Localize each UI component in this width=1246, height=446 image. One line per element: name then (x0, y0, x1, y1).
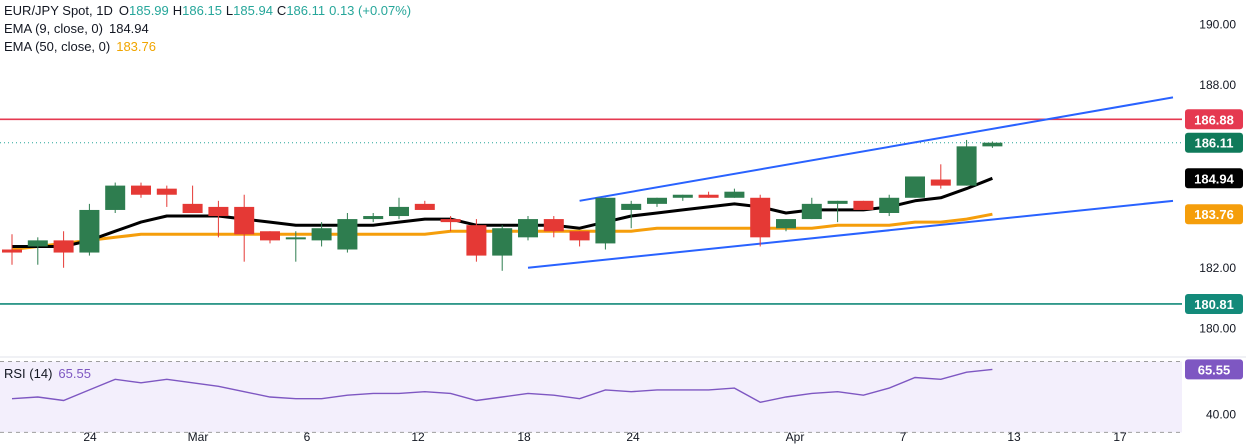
open-key: O (118, 3, 129, 18)
change-value: 0.13 (+0.07%) (329, 3, 412, 18)
price-axis-badge (1185, 293, 1243, 314)
candle-body (672, 194, 693, 198)
price-axis-badge-label: 184.94 (1194, 171, 1235, 186)
candle-body (621, 203, 642, 210)
price-axis-badge (1185, 168, 1243, 189)
candle-body (879, 197, 900, 213)
y-tick-label: 180.00 (1199, 322, 1236, 336)
x-tick-label: Apr (786, 430, 805, 444)
price-axis-badge (1185, 109, 1243, 130)
x-tick-label: 18 (517, 430, 531, 444)
symbol-label[interactable]: EUR/JPY Spot, 1D (4, 3, 113, 18)
y-tick-label: 182.00 (1199, 261, 1236, 275)
ema50-label: EMA (50, close, 0) (4, 39, 111, 54)
chart-legend: EUR/JPY Spot, 1D O185.99 H186.15 L185.94 C18… (4, 2, 411, 56)
candle-body (776, 219, 796, 229)
price-axis-badge-label: 186.88 (1194, 112, 1234, 127)
candle-body (363, 216, 384, 220)
candle-body (543, 219, 564, 232)
rsi-axis-badge-label: 65.55 (1198, 362, 1231, 377)
rsi-line (11, 368, 993, 404)
candle-body (156, 188, 177, 195)
ema50-value: 183.76 (116, 39, 156, 54)
axis-layer: 190.00 188.00 182.00 180.00 24 Mar 6 12 18 24 Apr 7… (83, 17, 1243, 444)
rsi-axis-badge (1185, 359, 1243, 380)
x-tick-label: 24 (626, 430, 640, 444)
candle-body (79, 209, 100, 253)
candle-body (930, 179, 951, 186)
legend-ema50-row[interactable]: EMA (50, close, 0) 183.76 (4, 38, 411, 56)
candle-body (698, 194, 719, 198)
x-tick-label: 13 (1007, 430, 1021, 444)
candle-body (956, 146, 977, 186)
candle-body (518, 219, 538, 238)
price-axis-badge-label: 180.81 (1194, 297, 1234, 312)
legend-ohlc-row: EUR/JPY Spot, 1D O185.99 H186.15 L185.94 C18… (4, 2, 411, 20)
y-tick-label: 188.00 (1199, 78, 1236, 92)
channel-upper-line (579, 96, 1174, 202)
candle-body (208, 206, 229, 217)
candle-body (492, 228, 513, 256)
high-key: H (172, 3, 183, 18)
candle-body (2, 249, 22, 253)
levels-layer (0, 118, 1182, 305)
rsi-layer (0, 361, 1182, 433)
price-axis-badge (1185, 132, 1243, 153)
candle-body (466, 225, 487, 256)
low-value: 185.94 (233, 3, 273, 18)
candle-body (750, 197, 771, 238)
close-key: C (276, 3, 287, 18)
candle-body (440, 219, 461, 223)
rsi-value: 65.55 (58, 366, 91, 381)
candle-body (285, 237, 306, 240)
candle-body (27, 240, 48, 247)
channel-layer (527, 96, 1174, 269)
price-axis-badge (1185, 204, 1243, 225)
ema9-value: 184.94 (108, 21, 149, 36)
rsi-label: RSI (14) (4, 366, 53, 381)
candle-body (414, 203, 435, 210)
candle-layer (2, 139, 1003, 271)
candle-body (389, 206, 409, 217)
candle-body (260, 231, 280, 241)
close-value: 186.11 (286, 3, 326, 18)
candle-body (311, 228, 332, 241)
candle-body (982, 142, 1003, 147)
x-tick-label: 7 (900, 430, 907, 444)
high-value: 186.15 (182, 3, 222, 18)
candle-body (801, 203, 822, 220)
candle-body (827, 200, 848, 204)
x-tick-label: Mar (188, 430, 209, 444)
candle-body (53, 240, 74, 253)
candle-body (724, 191, 745, 198)
candle-body (569, 231, 590, 241)
candle-body (182, 203, 203, 213)
candle-body (905, 176, 925, 198)
price-axis-badge-label: 186.11 (1194, 136, 1233, 151)
x-tick-label: 24 (83, 430, 97, 444)
candle-body (337, 219, 358, 250)
ema9-label: EMA (9, close, 0) (4, 21, 103, 36)
candle-body (853, 200, 874, 210)
open-value: 185.99 (129, 3, 169, 18)
candle-body (105, 185, 126, 210)
rsi-y-tick-label: 40.00 (1206, 408, 1236, 422)
y-tick-label: 190.00 (1199, 17, 1236, 31)
candle-body (647, 197, 667, 204)
price-axis-badge-label: 183.76 (1194, 207, 1234, 222)
x-tick-label: 17 (1113, 430, 1127, 444)
x-tick-label: 6 (304, 430, 311, 444)
candle-body (234, 206, 255, 235)
x-tick-label: 12 (411, 430, 425, 444)
channel-lower-line (527, 199, 1174, 269)
low-key: L (225, 3, 234, 18)
rsi-band-fill (0, 361, 1182, 433)
candle-body (595, 197, 616, 244)
rsi-legend[interactable]: RSI (14) 65.55 (4, 366, 91, 381)
legend-ema9-row[interactable]: EMA (9, close, 0) 184.94 (4, 20, 411, 38)
candle-body (131, 185, 151, 195)
